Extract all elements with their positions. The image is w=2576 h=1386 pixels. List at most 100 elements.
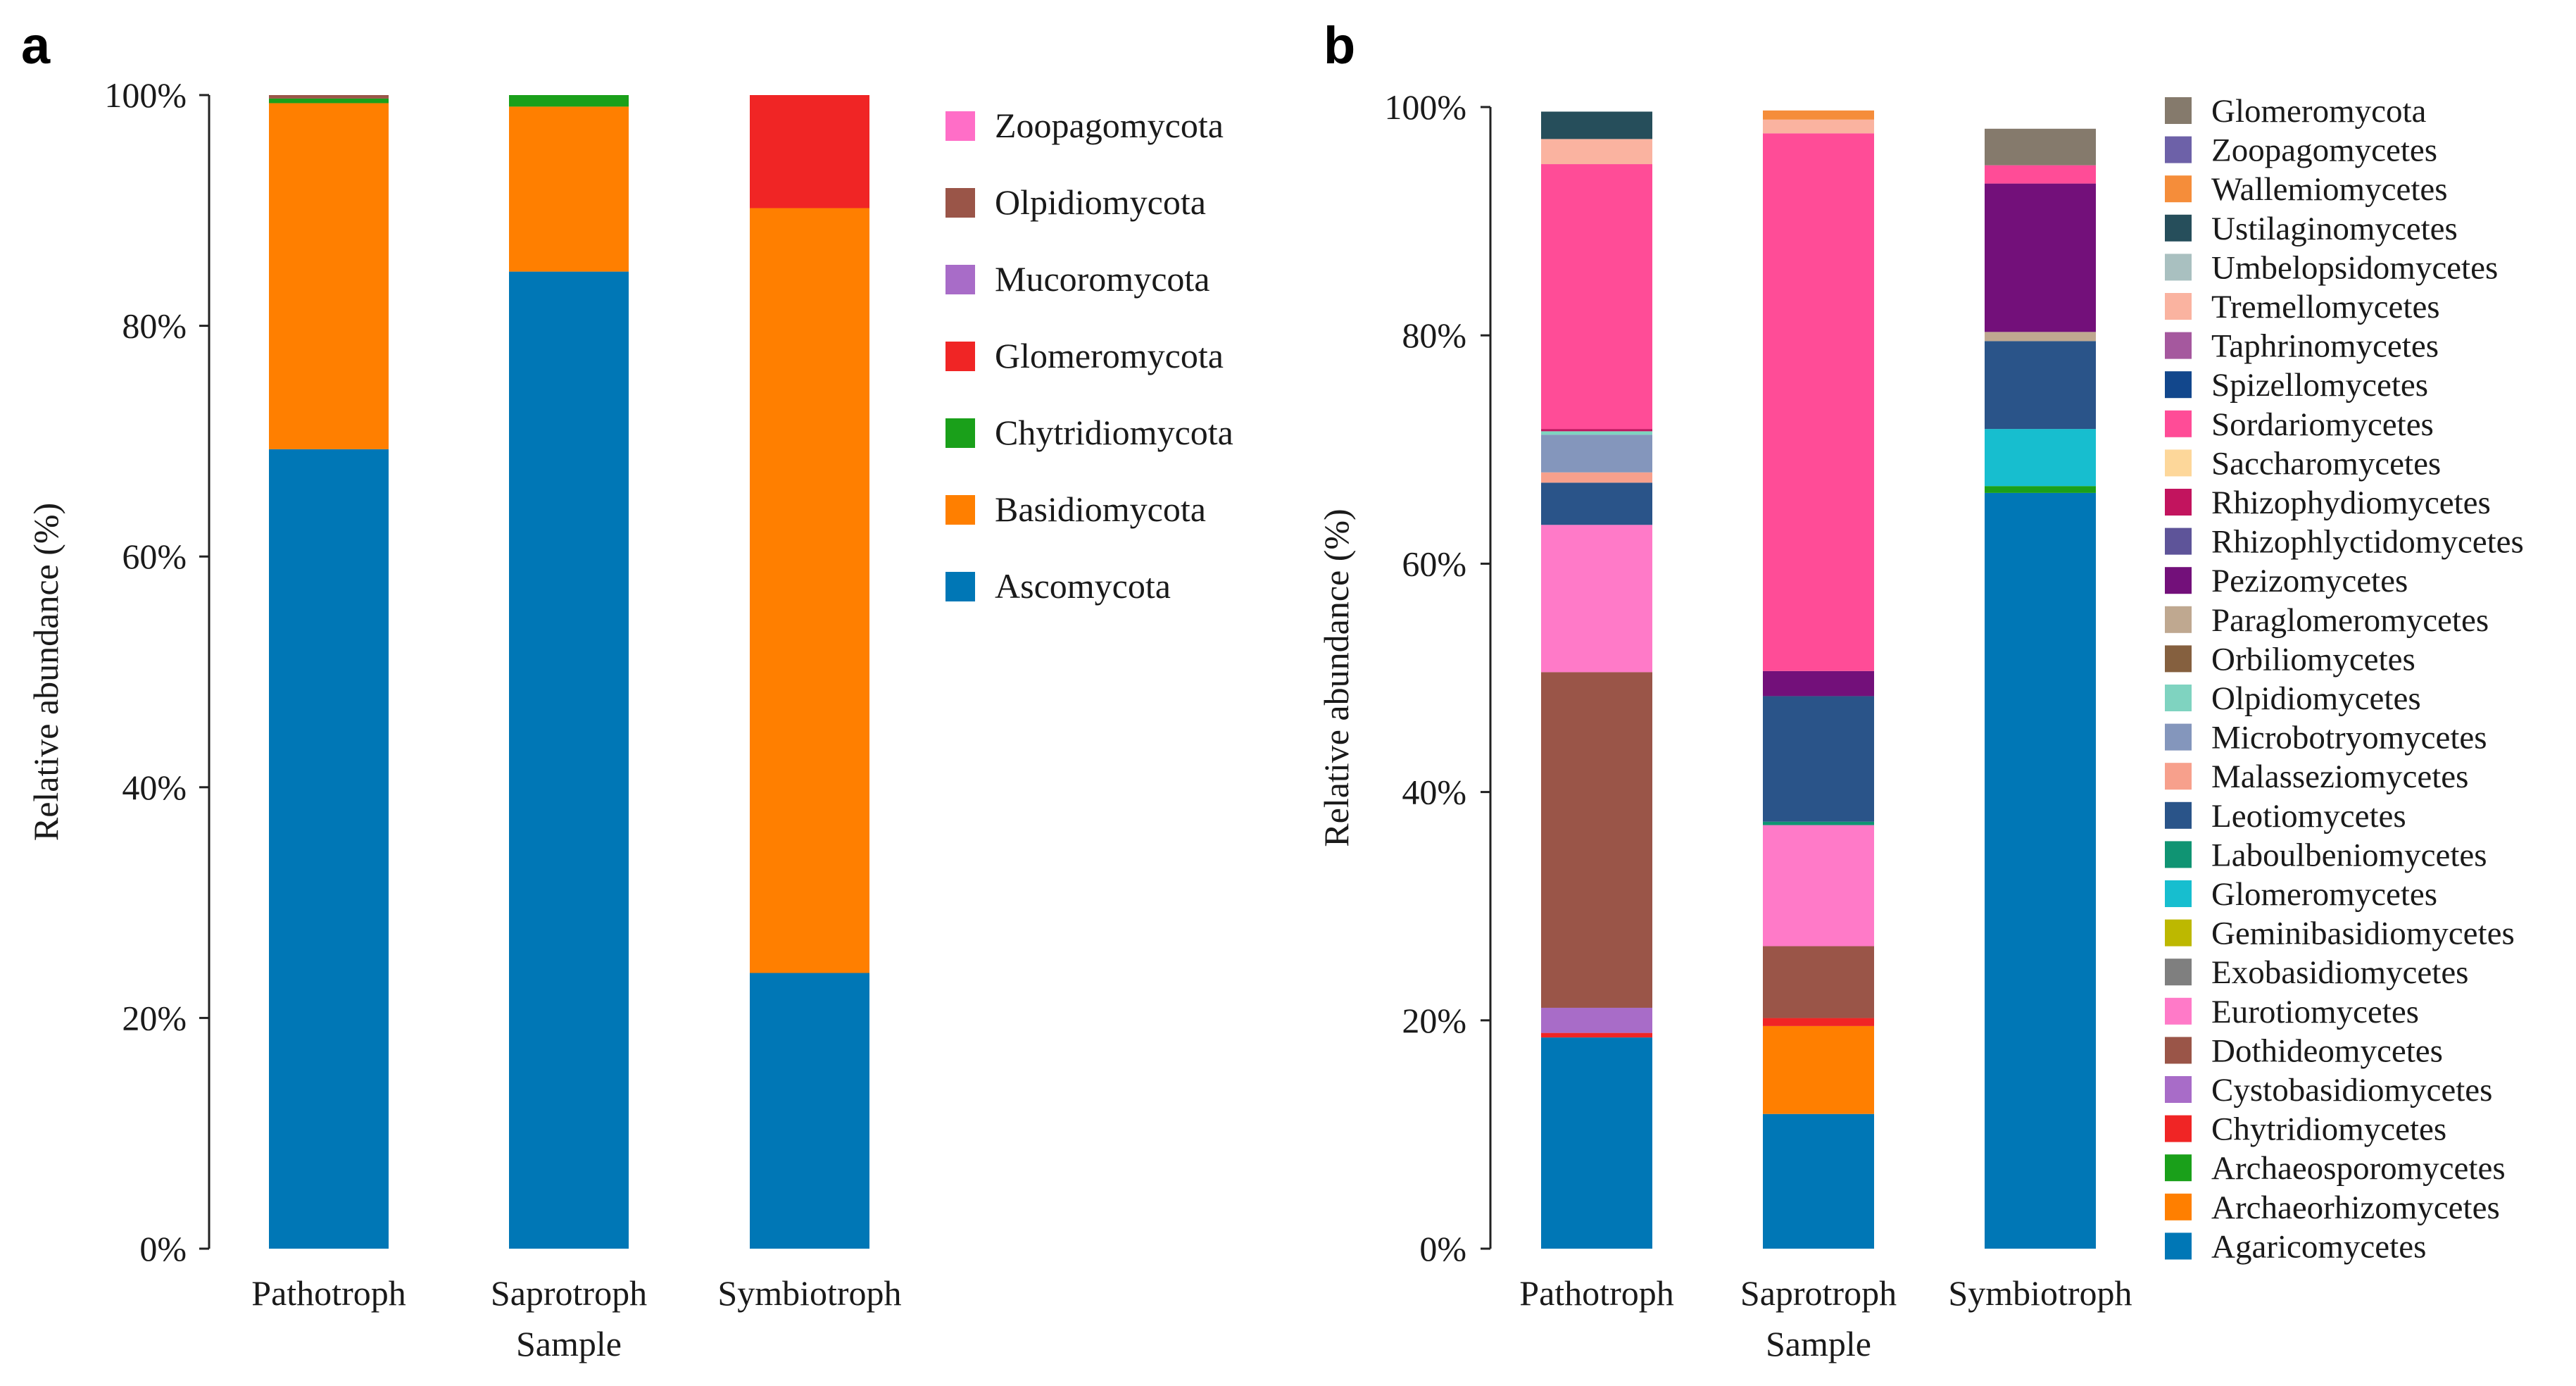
- panel-a-x-axis: Pathotroph Saprotroph Symbiotroph: [251, 1273, 901, 1313]
- bar-segment-basidiomycota-pathotroph: [269, 103, 389, 449]
- legend-swatch-olpidiomycota: [945, 188, 975, 218]
- bar-segment-dothideomycetes-saprotroph: [1763, 946, 1874, 1018]
- bar-segment-glomeromycota-symbiotroph: [1985, 128, 2096, 166]
- legend-label-zoopagomycetes: Zoopagomycetes: [2211, 132, 2437, 169]
- legend-label-sordariomycetes: Sordariomycetes: [2211, 406, 2434, 443]
- legend-label-taphrinomycetes: Taphrinomycetes: [2211, 328, 2439, 365]
- legend-swatch-zoopagomycota: [945, 111, 975, 141]
- bar-segment-malasseziomycetes-pathotroph: [1541, 472, 1652, 483]
- legend-label-umbelopsidomycetes: Umbelopsidomycetes: [2211, 249, 2498, 286]
- bar-segment-sordariomycetes-symbiotroph: [1985, 165, 2096, 184]
- legend-label-tremellomycetes: Tremellomycetes: [2211, 289, 2440, 325]
- y-tick-label: 40%: [122, 768, 187, 807]
- bar-segment-chytridiomycota-pathotroph: [269, 98, 389, 104]
- panel-b-x-axis: Pathotroph Saprotroph Symbiotroph: [1519, 1273, 2132, 1313]
- legend-swatch-sordariomycetes: [2165, 410, 2192, 437]
- legend-label-agaricomycetes: Agaricomycetes: [2211, 1228, 2426, 1265]
- bar-segment-basidiomycota-symbiotroph: [750, 208, 869, 973]
- panel-b-chart: b 0% 20% 40% 60% 80% 100% Pathotroph Saprotrop…: [1317, 16, 2524, 1363]
- legend-label-malasseziomycetes: Malasseziomycetes: [2211, 758, 2468, 795]
- legend-swatch-orbiliomycetes: [2165, 645, 2192, 673]
- x-tick-label-pathotroph: Pathotroph: [1519, 1273, 1673, 1313]
- bar-segment-glomeromycetes-symbiotroph: [1985, 429, 2096, 487]
- legend-swatch-glomeromycota: [945, 342, 975, 371]
- legend-label-eurotiomycetes: Eurotiomycetes: [2211, 994, 2419, 1030]
- bar-segment-ascomycota-pathotroph: [269, 449, 389, 1249]
- legend-label-ascomycota: Ascomycota: [995, 566, 1171, 606]
- panel-b-x-axis-title: Sample: [1766, 1324, 1871, 1363]
- y-tick-label: 100%: [104, 75, 187, 115]
- bar-segment-ascomycota-saprotroph: [509, 271, 629, 1249]
- bar-segment-sordariomycetes-pathotroph: [1541, 164, 1652, 430]
- y-tick-label: 0%: [139, 1229, 187, 1268]
- bar-segment-olpidiomycetes-pathotroph: [1541, 431, 1652, 435]
- bar-segment-archaeosporomycetes-symbiotroph: [1985, 486, 2096, 493]
- panel-a-y-axis: 0% 20% 40% 60% 80% 100%: [104, 75, 211, 1268]
- legend-label-glomeromycetes: Glomeromycetes: [2211, 876, 2437, 913]
- legend-swatch-olpidiomycetes: [2165, 685, 2192, 711]
- legend-label-ustilaginomycetes: Ustilaginomycetes: [2211, 211, 2458, 247]
- x-tick-label-saprotroph: Saprotroph: [1740, 1273, 1897, 1313]
- legend-swatch-laboulbeniomycetes: [2165, 841, 2192, 868]
- panel-label-b: b: [1324, 16, 1355, 75]
- panel-a-chart: a 0% 20% 40% 60% 80% 100% Pathotroph Saprotrop…: [21, 16, 1233, 1363]
- y-tick-label: 60%: [1402, 544, 1466, 583]
- legend-swatch-taphrinomycetes: [2165, 332, 2192, 359]
- panel-b-y-axis-title: Relative abundance (%): [1317, 508, 1356, 847]
- legend-swatch-basidiomycota: [945, 495, 975, 525]
- y-tick-label: 20%: [1402, 1001, 1466, 1040]
- legend-swatch-glomeromycetes: [2165, 880, 2192, 907]
- bar-segment-ustilaginomycetes-pathotroph: [1541, 111, 1652, 139]
- y-tick-label: 80%: [122, 306, 187, 346]
- bar-segment-agaricomycetes-pathotroph: [1541, 1037, 1652, 1249]
- panel-b-legend: GlomeromycotaZoopagomycetesWallemiomycet…: [2165, 93, 2524, 1265]
- bar-segment-eurotiomycetes-saprotroph: [1763, 825, 1874, 947]
- bar-segment-pezizomycetes-symbiotroph: [1985, 183, 2096, 332]
- legend-swatch-archaeosporomycetes: [2165, 1154, 2192, 1182]
- legend-swatch-glomeromycota: [2165, 97, 2192, 124]
- panel-a-legend: Zoopagomycota Olpidiomycota Mucoromycota Gl…: [945, 106, 1233, 606]
- legend-swatch-leotiomycetes: [2165, 801, 2192, 829]
- legend-label-wallemiomycetes: Wallemiomycetes: [2211, 171, 2448, 208]
- panel-b-y-axis: 0% 20% 40% 60% 80% 100%: [1384, 87, 1492, 1268]
- legend-label-zoopagomycota: Zoopagomycota: [995, 106, 1224, 145]
- legend-swatch-chytridiomycetes: [2165, 1115, 2192, 1142]
- legend-label-paraglomeromycetes: Paraglomeromycetes: [2211, 602, 2489, 639]
- bar-segment-rhizophydiomycetes-pathotroph: [1541, 429, 1652, 432]
- y-tick-label: 40%: [1402, 773, 1466, 812]
- bar-segment-glomeromycota-symbiotroph: [750, 95, 869, 208]
- legend-swatch-geminibasidiomycetes: [2165, 919, 2192, 947]
- bar-segment-chytridiomycota-saprotroph: [509, 95, 629, 107]
- y-tick-label: 60%: [122, 537, 187, 576]
- legend-swatch-archaeorhizomycetes: [2165, 1193, 2192, 1220]
- legend-label-olpidiomycetes: Olpidiomycetes: [2211, 680, 2421, 717]
- x-tick-label-saprotroph: Saprotroph: [491, 1273, 647, 1313]
- bar-segment-paraglomeromycetes-symbiotroph: [1985, 332, 2096, 342]
- bar-segment-sordariomycetes-saprotroph: [1763, 133, 1874, 671]
- legend-swatch-eurotiomycetes: [2165, 997, 2192, 1025]
- legend-swatch-cystobasidiomycetes: [2165, 1076, 2192, 1103]
- bar-segment-olpidiomycota-pathotroph: [269, 95, 389, 99]
- legend-label-chytridiomycota: Chytridiomycota: [995, 413, 1233, 452]
- panel-a-y-axis-title: Relative abundance (%): [26, 503, 65, 841]
- legend-swatch-spizellomycetes: [2165, 371, 2192, 399]
- legend-label-chytridiomycetes: Chytridiomycetes: [2211, 1111, 2446, 1148]
- legend-swatch-paraglomeromycetes: [2165, 606, 2192, 633]
- legend-swatch-ustilaginomycetes: [2165, 214, 2192, 242]
- legend-label-basidiomycota: Basidiomycota: [995, 489, 1206, 529]
- legend-label-archaeorhizomycetes: Archaeorhizomycetes: [2211, 1190, 2500, 1226]
- legend-label-rhizophlyctidomycetes: Rhizophlyctidomycetes: [2211, 524, 2524, 561]
- legend-label-geminibasidiomycetes: Geminibasidiomycetes: [2211, 916, 2515, 952]
- legend-swatch-microbotryomycetes: [2165, 723, 2192, 751]
- y-tick-label: 20%: [122, 998, 187, 1037]
- legend-label-dothideomycetes: Dothideomycetes: [2211, 1032, 2443, 1069]
- legend-swatch-zoopagomycetes: [2165, 136, 2192, 163]
- legend-swatch-chytridiomycota: [945, 418, 975, 448]
- legend-label-mucoromycota: Mucoromycota: [995, 259, 1210, 299]
- legend-label-archaeosporomycetes: Archaeosporomycetes: [2211, 1150, 2506, 1187]
- legend-label-laboulbeniomycetes: Laboulbeniomycetes: [2211, 837, 2487, 873]
- panel-b-bars: [1541, 110, 2096, 1249]
- legend-label-microbotryomycetes: Microbotryomycetes: [2211, 720, 2487, 756]
- bar-segment-basidiomycota-saprotroph: [509, 106, 629, 272]
